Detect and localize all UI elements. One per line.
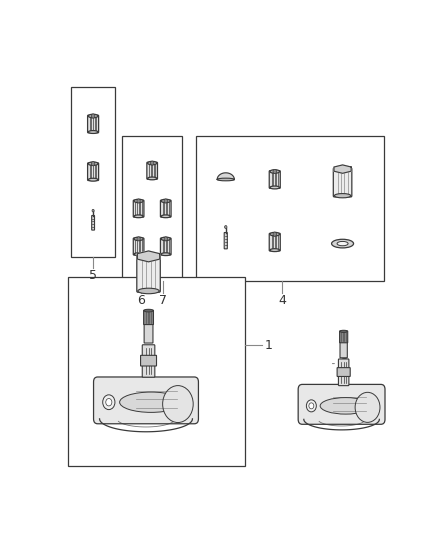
Text: 5: 5 <box>89 269 97 282</box>
Ellipse shape <box>334 193 351 198</box>
Ellipse shape <box>320 398 371 414</box>
Polygon shape <box>138 251 160 262</box>
Ellipse shape <box>148 177 157 180</box>
Circle shape <box>103 395 115 409</box>
Ellipse shape <box>134 199 143 203</box>
Ellipse shape <box>88 131 98 133</box>
FancyBboxPatch shape <box>68 277 245 466</box>
Circle shape <box>273 169 276 174</box>
FancyBboxPatch shape <box>71 86 115 257</box>
FancyBboxPatch shape <box>333 168 352 197</box>
Ellipse shape <box>217 178 234 181</box>
Circle shape <box>225 225 227 229</box>
FancyBboxPatch shape <box>88 115 99 133</box>
FancyBboxPatch shape <box>133 200 144 217</box>
Circle shape <box>273 232 276 236</box>
Circle shape <box>164 237 167 241</box>
Circle shape <box>137 237 140 241</box>
FancyBboxPatch shape <box>269 171 280 188</box>
FancyBboxPatch shape <box>137 255 160 292</box>
Polygon shape <box>217 173 234 180</box>
FancyBboxPatch shape <box>122 136 182 281</box>
FancyBboxPatch shape <box>160 200 171 217</box>
FancyBboxPatch shape <box>144 322 153 343</box>
Circle shape <box>92 161 95 166</box>
FancyBboxPatch shape <box>339 331 348 343</box>
Text: 4: 4 <box>278 294 286 307</box>
FancyBboxPatch shape <box>269 233 280 251</box>
FancyBboxPatch shape <box>142 345 155 377</box>
Ellipse shape <box>270 169 279 173</box>
Ellipse shape <box>161 253 170 256</box>
FancyBboxPatch shape <box>160 238 171 255</box>
Ellipse shape <box>161 199 170 203</box>
Text: 6: 6 <box>138 294 145 307</box>
Ellipse shape <box>138 288 159 294</box>
FancyBboxPatch shape <box>196 136 384 281</box>
Circle shape <box>92 209 94 212</box>
Ellipse shape <box>337 241 348 246</box>
Circle shape <box>106 399 112 406</box>
FancyBboxPatch shape <box>298 384 385 424</box>
FancyBboxPatch shape <box>92 215 95 230</box>
Ellipse shape <box>161 215 170 217</box>
FancyBboxPatch shape <box>94 377 198 424</box>
Ellipse shape <box>134 253 143 256</box>
FancyBboxPatch shape <box>224 232 227 249</box>
Ellipse shape <box>88 178 98 181</box>
Ellipse shape <box>134 215 143 217</box>
Ellipse shape <box>161 237 170 240</box>
Text: 3: 3 <box>332 357 348 370</box>
Ellipse shape <box>120 392 183 413</box>
FancyBboxPatch shape <box>141 356 156 366</box>
FancyBboxPatch shape <box>339 359 349 386</box>
FancyBboxPatch shape <box>147 162 158 179</box>
Text: 7: 7 <box>159 294 167 307</box>
Circle shape <box>162 385 193 423</box>
Polygon shape <box>334 165 351 173</box>
Text: 1: 1 <box>265 339 272 352</box>
FancyBboxPatch shape <box>340 341 347 358</box>
Circle shape <box>355 392 380 422</box>
Ellipse shape <box>88 162 98 165</box>
Ellipse shape <box>270 232 279 236</box>
FancyBboxPatch shape <box>337 368 350 376</box>
Circle shape <box>137 199 140 203</box>
FancyBboxPatch shape <box>144 310 153 325</box>
Circle shape <box>164 199 167 203</box>
Ellipse shape <box>148 161 157 165</box>
FancyBboxPatch shape <box>133 238 144 255</box>
Ellipse shape <box>332 239 353 248</box>
Circle shape <box>307 400 316 412</box>
Ellipse shape <box>270 186 279 189</box>
Ellipse shape <box>134 237 143 240</box>
Circle shape <box>92 114 95 118</box>
Circle shape <box>151 161 154 165</box>
Ellipse shape <box>270 249 279 252</box>
Ellipse shape <box>340 330 347 333</box>
Ellipse shape <box>88 114 98 118</box>
Ellipse shape <box>144 309 153 312</box>
Circle shape <box>309 403 314 409</box>
FancyBboxPatch shape <box>88 163 99 181</box>
